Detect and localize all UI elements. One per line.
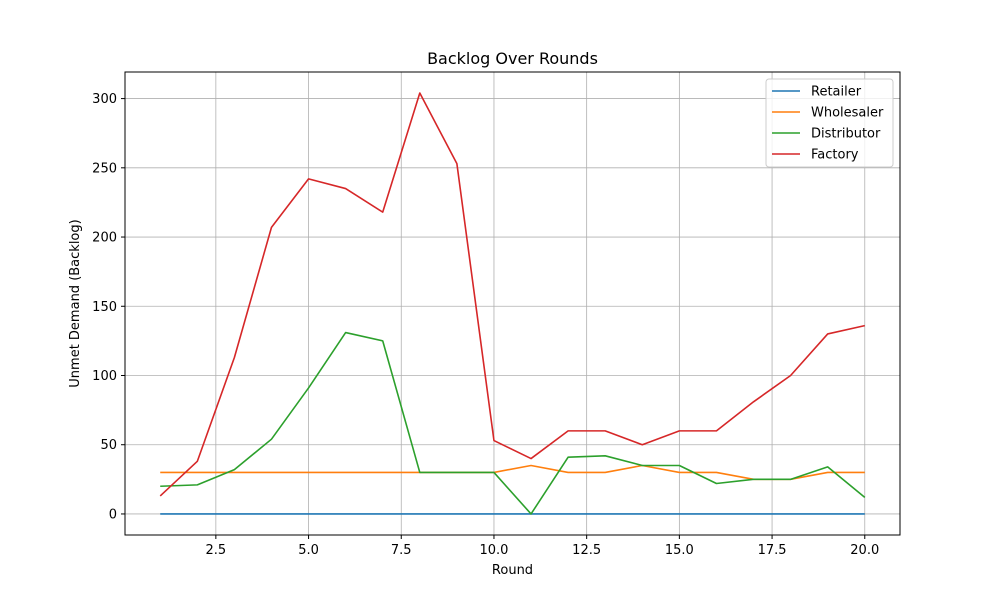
x-tick-label: 5.0 [298,543,319,558]
y-tick-label: 50 [100,438,117,453]
y-tick-label: 0 [109,507,117,522]
plot-frame [124,71,901,536]
x-tick-label: 15.0 [665,543,694,558]
x-tick-label: 2.5 [206,543,227,558]
series-line-distributor [160,331,866,515]
y-tick-label: 200 [92,231,117,246]
legend: Retailer Wholesaler Distributor Factory [765,78,894,168]
chart-title: Backlog Over Rounds [427,49,598,68]
series-line-wholesaler [160,464,865,481]
x-tick-label: 17.5 [758,543,787,558]
legend-label: Factory [811,148,859,163]
x-tick-label: 12.5 [572,543,601,558]
legend-label: Wholesaler [811,106,884,121]
y-axis: 0 50 100 150 200 250 300 [92,92,125,522]
legend-label: Retailer [811,85,862,100]
y-tick-label: 250 [92,161,117,176]
series-lines [159,92,866,515]
x-tick-label: 7.5 [391,543,412,558]
x-axis-label: Round [492,563,533,578]
y-tick-label: 150 [92,300,117,315]
x-tick-label: 20.0 [850,543,879,558]
x-axis: 2.5 5.0 7.5 10.0 12.5 15.0 17.5 20.0 [206,535,879,558]
legend-box [765,78,894,168]
legend-label: Distributor [811,127,881,142]
y-tick-label: 300 [92,92,117,107]
series-line-factory [159,92,865,497]
y-tick-label: 100 [92,369,117,384]
y-axis-label: Unmet Demand (Backlog) [68,219,83,387]
x-tick-label: 10.0 [479,543,508,558]
